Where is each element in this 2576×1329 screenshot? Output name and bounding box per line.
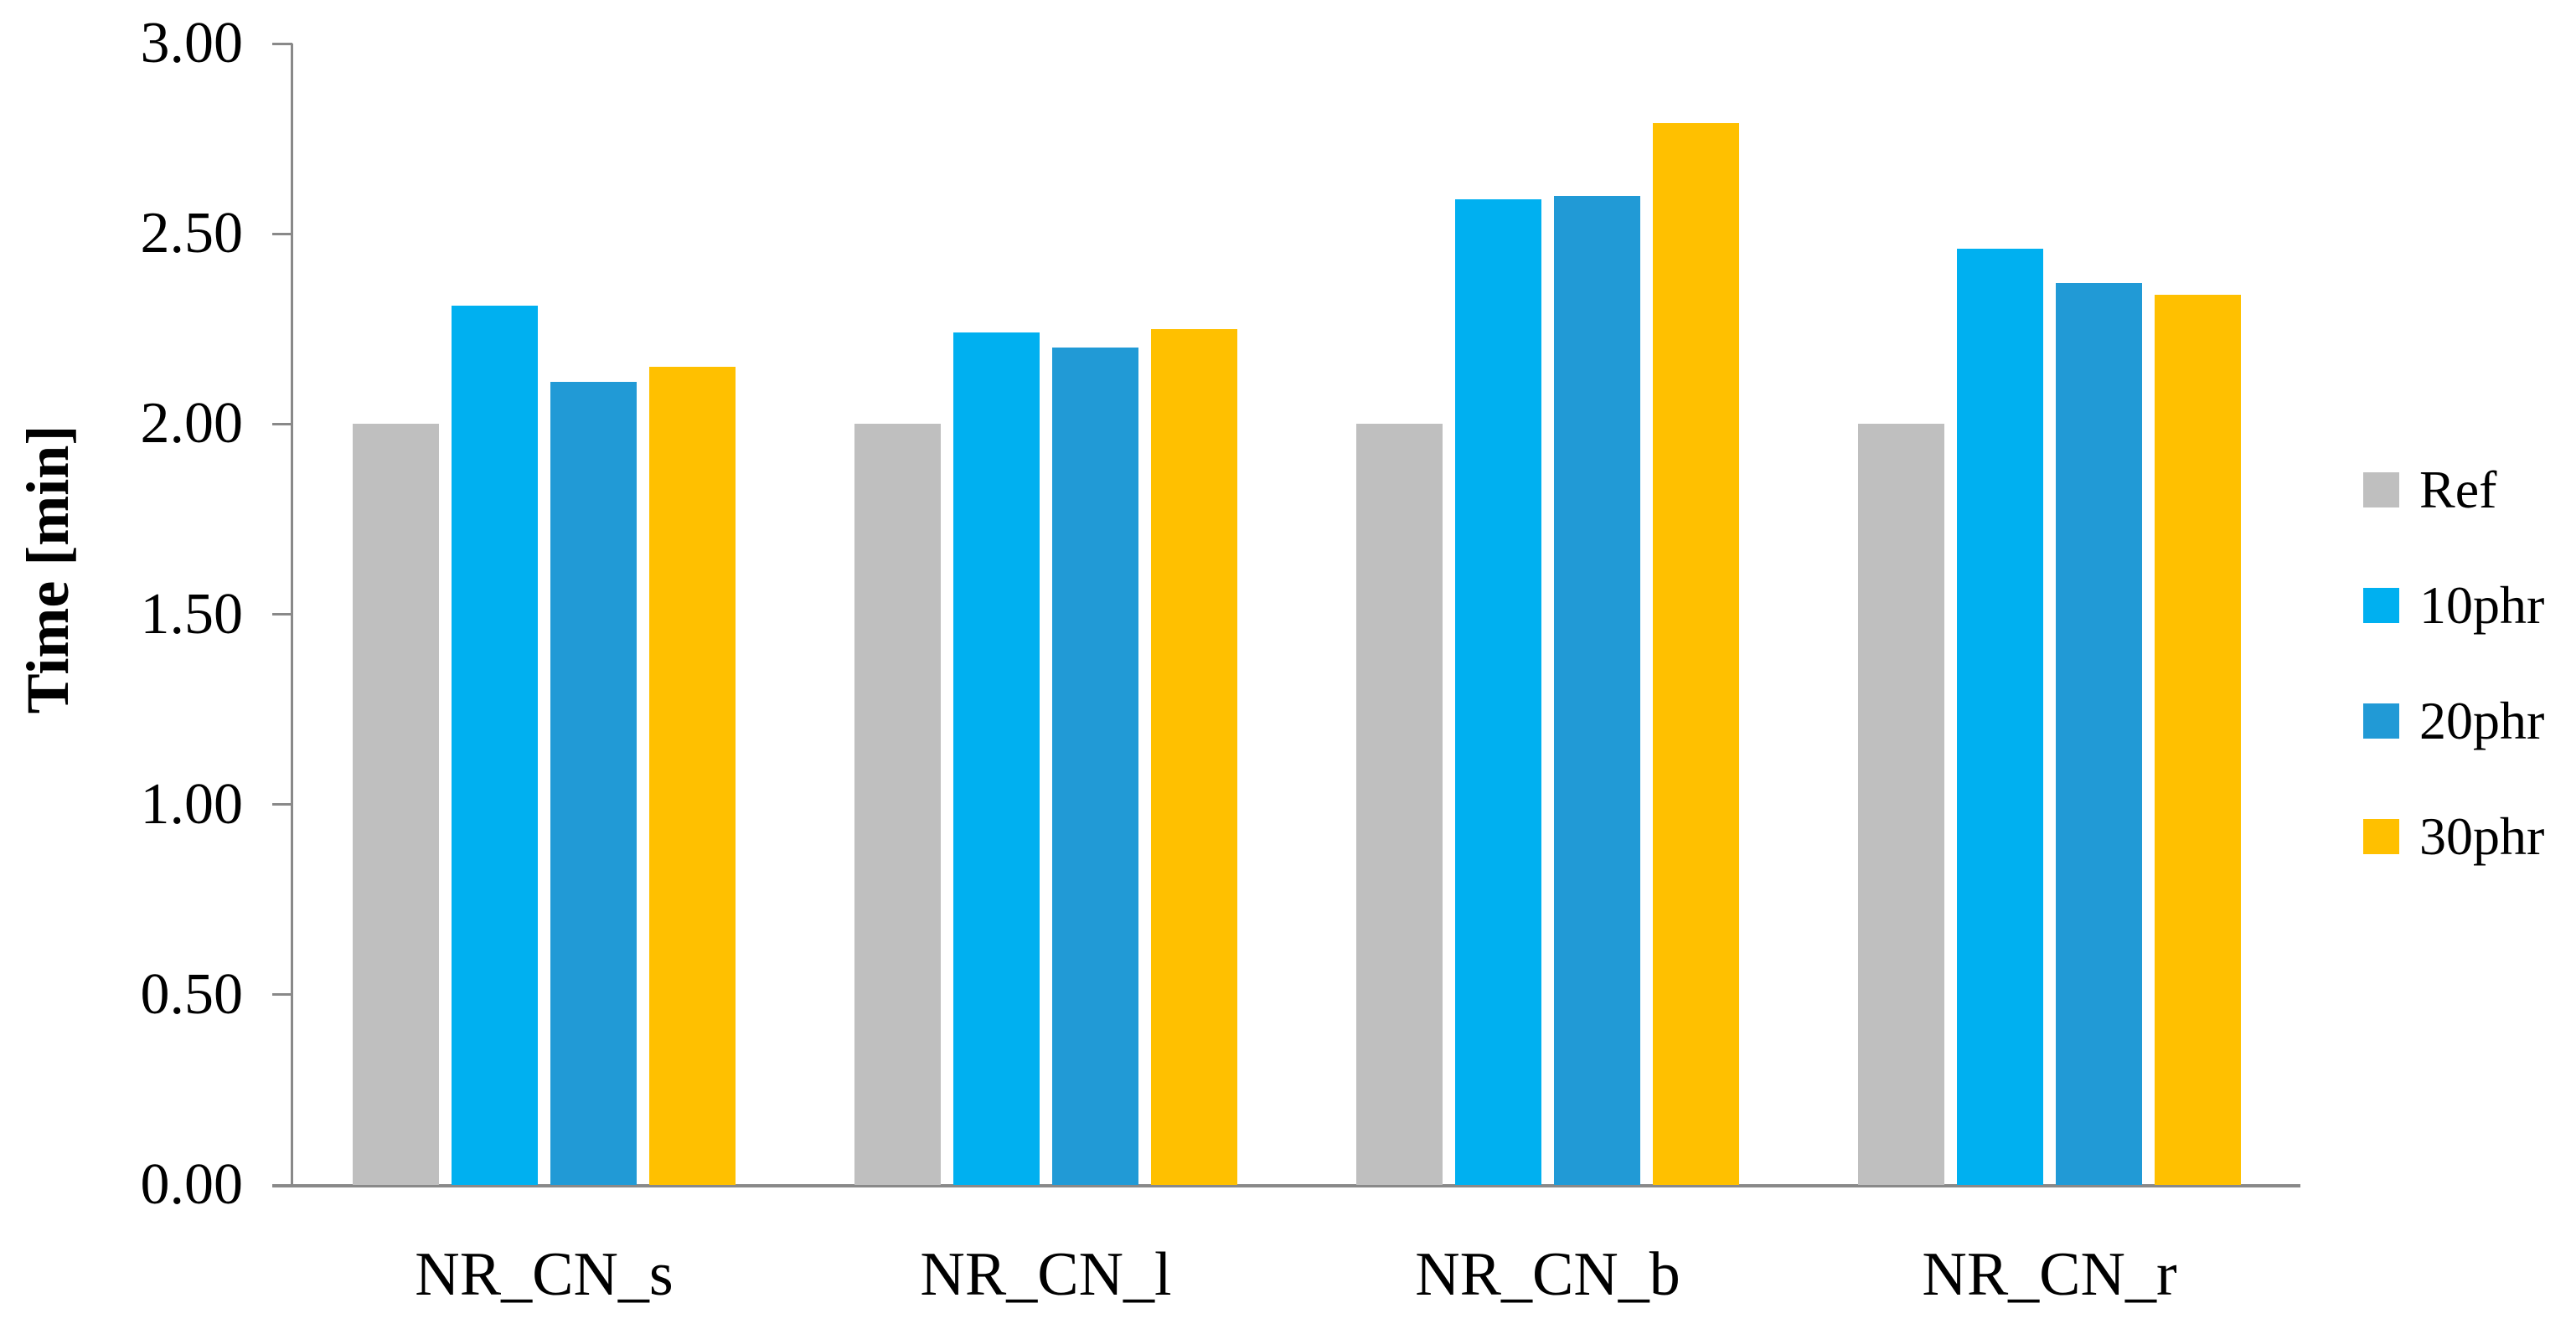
bar-20phr-nr_cn_l [1052, 348, 1138, 1185]
bar-10phr-nr_cn_r [1957, 249, 2043, 1185]
y-tick-label: 1.00 [140, 771, 244, 837]
bar-30phr-nr_cn_r [2155, 294, 2241, 1185]
bar-20phr-nr_cn_r [2056, 283, 2142, 1185]
x-category-label: NR_CN_l [920, 1240, 1172, 1309]
y-tick-mark [272, 1183, 292, 1187]
y-tick-mark [272, 42, 292, 45]
y-axis-line [291, 44, 293, 1187]
legend-swatch-30phr [2363, 819, 2399, 854]
bar-10phr-nr_cn_b [1455, 199, 1541, 1185]
y-tick-mark [272, 803, 292, 806]
legend-label-20phr: 20phr [2419, 691, 2545, 750]
y-tick-label: 3.00 [140, 11, 244, 75]
legend-label-ref: Ref [2419, 460, 2497, 519]
bar-20phr-nr_cn_b [1554, 195, 1640, 1185]
bar-ref-nr_cn_s [353, 424, 439, 1185]
bar-30phr-nr_cn_s [649, 367, 736, 1185]
bar-ref-nr_cn_r [1858, 424, 1944, 1185]
legend-swatch-10phr [2363, 588, 2399, 623]
bar-20phr-nr_cn_s [550, 382, 637, 1185]
y-tick-mark [272, 613, 292, 616]
y-tick-label: 0.50 [140, 961, 244, 1027]
bar-30phr-nr_cn_b [1653, 123, 1739, 1185]
y-tick-label: 1.50 [140, 581, 244, 646]
bar-ref-nr_cn_b [1356, 424, 1443, 1185]
y-tick-mark [272, 232, 292, 235]
y-tick-mark [272, 993, 292, 997]
y-tick-mark [272, 422, 292, 425]
bar-ref-nr_cn_l [854, 424, 941, 1185]
legend-swatch-20phr [2363, 703, 2399, 739]
y-tick-label: 2.00 [140, 391, 244, 456]
bar-10phr-nr_cn_l [953, 332, 1040, 1185]
x-category-label: NR_CN_b [1415, 1240, 1680, 1309]
x-category-label: NR_CN_r [1922, 1240, 2177, 1309]
bar-30phr-nr_cn_l [1151, 328, 1237, 1185]
x-axis-line [272, 1184, 2300, 1187]
legend-label-10phr: 10phr [2419, 575, 2545, 635]
legend-label-30phr: 30phr [2419, 806, 2545, 866]
y-tick-label: 0.00 [140, 1152, 244, 1217]
bar-10phr-nr_cn_s [452, 306, 538, 1185]
y-tick-label: 2.50 [140, 201, 244, 266]
x-category-label: NR_CN_s [415, 1240, 674, 1309]
legend-swatch-ref [2363, 472, 2399, 507]
